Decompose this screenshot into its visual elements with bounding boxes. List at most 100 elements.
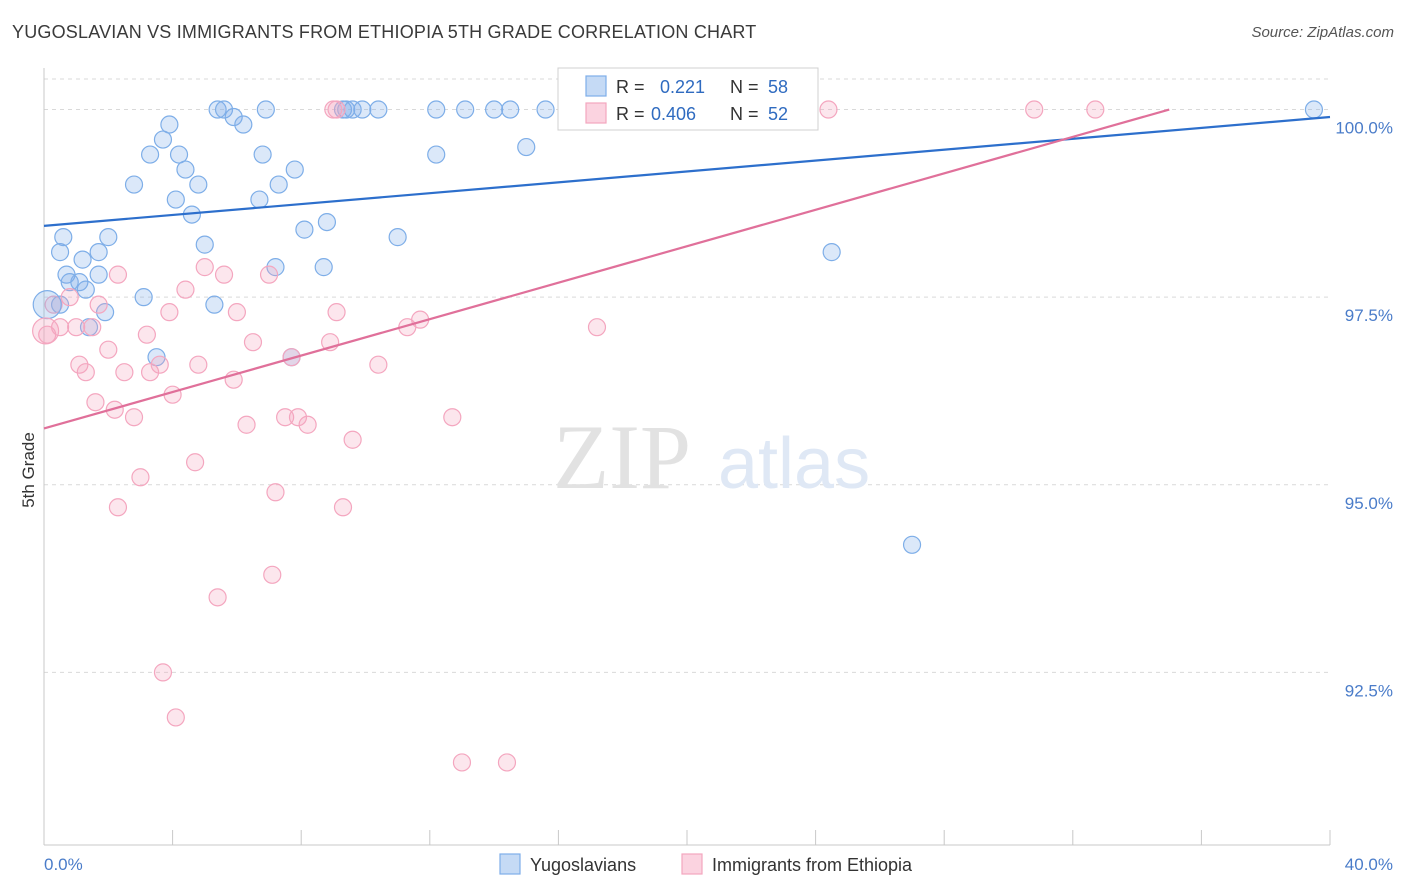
- trendline-ethiopia: [43, 108, 1170, 430]
- legend-r-label-1: R =: [616, 77, 645, 97]
- point-yugoslavians-20: [169, 145, 189, 164]
- point-yugoslavians-37: [295, 220, 314, 239]
- point-yugoslavians-55: [822, 243, 841, 262]
- point-ethiopia-47: [443, 408, 462, 427]
- point-ethiopia-9: [89, 295, 108, 314]
- point-yugoslavians-0: [50, 243, 70, 262]
- point-yugoslavians-19: [166, 190, 185, 209]
- point-yugoslavians-52: [536, 100, 555, 119]
- point-yugoslavians-26: [208, 100, 227, 119]
- point-ethiopia-5: [70, 355, 89, 374]
- source-credit: Source: ZipAtlas.com: [1251, 24, 1394, 41]
- legend-r-value-2: 0.406: [651, 104, 696, 124]
- y-tick-label-0: 100.0%: [1335, 119, 1393, 138]
- point-ethiopia-51: [819, 100, 838, 119]
- point-ethiopia-24: [186, 453, 205, 472]
- point-yugoslavians-17: [153, 130, 173, 149]
- point-ethiopia-30: [227, 303, 246, 322]
- point-yugoslavians-11: [95, 303, 115, 322]
- point-yugoslavians-57: [1304, 100, 1324, 119]
- legend-n-label-1: N =: [730, 77, 759, 97]
- point-ethiopia-31: [237, 415, 256, 434]
- point-yugoslavians-44: [369, 100, 388, 119]
- point-yugoslavians-24: [195, 235, 214, 254]
- point-yugoslavians-4: [60, 273, 79, 292]
- point-ethiopia-3: [60, 288, 79, 307]
- watermark-atlas: atlas: [718, 424, 870, 504]
- point-yugoslavians-12: [99, 228, 118, 247]
- point-ethiopia-44: [369, 355, 388, 374]
- point-yugoslavians-43: [353, 100, 372, 119]
- point-ethiopia-39: [298, 415, 317, 434]
- point-ethiopia-16: [137, 325, 156, 344]
- point-yugoslavians-51: [517, 137, 536, 157]
- y-tick-label-3: 92.5%: [1345, 681, 1393, 700]
- point-ethiopia-35: [266, 483, 285, 502]
- point-ethiopia-53: [1086, 100, 1105, 119]
- legend-bottom-swatch-ethiopia: [681, 853, 703, 875]
- point-ethiopia-34: [263, 565, 282, 584]
- point-yugoslavians-21: [176, 160, 195, 179]
- point-ethiopia-27: [208, 588, 227, 607]
- legend-n-label-2: N =: [730, 104, 759, 124]
- point-ethiopia-17: [140, 363, 160, 382]
- x-tick-label-right: 40.0%: [1345, 855, 1393, 874]
- point-ethiopia-54: [108, 498, 128, 517]
- y-tick-label-2: 95.0%: [1345, 494, 1393, 513]
- point-ethiopia-25: [189, 355, 208, 374]
- point-yugoslavians-42: [343, 100, 362, 119]
- point-ethiopia-large: [32, 317, 60, 345]
- point-ethiopia-33: [259, 265, 279, 284]
- point-yugoslavians-33: [266, 258, 285, 277]
- point-ethiopia-20: [160, 303, 179, 322]
- chart-title: YUGOSLAVIAN VS IMMIGRANTS FROM ETHIOPIA …: [12, 22, 757, 42]
- point-yugoslavians-25: [205, 295, 224, 314]
- point-ethiopia-50: [587, 318, 607, 337]
- point-yugoslavians-46: [427, 100, 446, 119]
- point-yugoslavians-13: [124, 175, 144, 194]
- legend-bottom: Yugoslavians Immigrants from Ethiopia: [499, 853, 913, 875]
- y-axis-label: 5th Grade: [19, 432, 38, 508]
- point-ethiopia-14: [124, 408, 144, 427]
- point-yugoslavians-39: [317, 212, 337, 232]
- point-yugoslavians-14: [134, 288, 153, 307]
- point-yugoslavians-41: [337, 100, 356, 119]
- point-yugoslavians-45: [388, 228, 407, 247]
- legend-bottom-swatch-yugoslavians: [499, 853, 521, 875]
- point-ethiopia-52: [1025, 100, 1044, 119]
- point-yugoslavians-29: [234, 115, 253, 134]
- point-ethiopia-41: [327, 303, 346, 322]
- point-ethiopia-26: [195, 258, 214, 277]
- x-tick-label-left: 0.0%: [44, 855, 83, 874]
- point-ethiopia-19: [153, 663, 173, 682]
- point-yugoslavians-2: [54, 228, 73, 247]
- point-ethiopia-13: [115, 363, 134, 382]
- legend-top: R = 0.221 N = 58 R = 0.406 N = 52: [557, 67, 819, 131]
- point-ethiopia-12: [108, 265, 128, 284]
- legend-swatch-yugoslavians: [585, 75, 607, 97]
- point-ethiopia-56: [327, 100, 346, 119]
- point-yugoslavians-large: [32, 290, 62, 320]
- point-ethiopia-43: [343, 430, 362, 449]
- point-yugoslavians-7: [76, 280, 95, 299]
- point-ethiopia-7: [83, 318, 102, 337]
- point-ethiopia-18: [150, 355, 169, 374]
- point-ethiopia-1: [44, 295, 63, 314]
- point-yugoslavians-28: [224, 107, 243, 127]
- watermark-zip: ZIP: [553, 406, 691, 508]
- point-ethiopia-6: [76, 363, 95, 382]
- point-ethiopia-23: [176, 280, 195, 299]
- point-yugoslavians-56: [902, 535, 922, 554]
- point-yugoslavians-30: [250, 190, 269, 209]
- point-ethiopia-4: [67, 318, 86, 337]
- legend-r-value-1: 0.221: [660, 77, 705, 97]
- watermark: ZIP atlas: [553, 406, 870, 508]
- point-ethiopia-8: [86, 393, 105, 412]
- point-yugoslavians-48: [456, 100, 475, 119]
- point-ethiopia-38: [288, 408, 308, 427]
- axes-layer: 100.0% 97.5% 95.0% 92.5% 0.0% 40.0%: [43, 68, 1393, 874]
- legend-n-value-1: 58: [768, 77, 788, 97]
- point-ethiopia-48: [452, 753, 472, 772]
- point-ethiopia-42: [333, 498, 353, 517]
